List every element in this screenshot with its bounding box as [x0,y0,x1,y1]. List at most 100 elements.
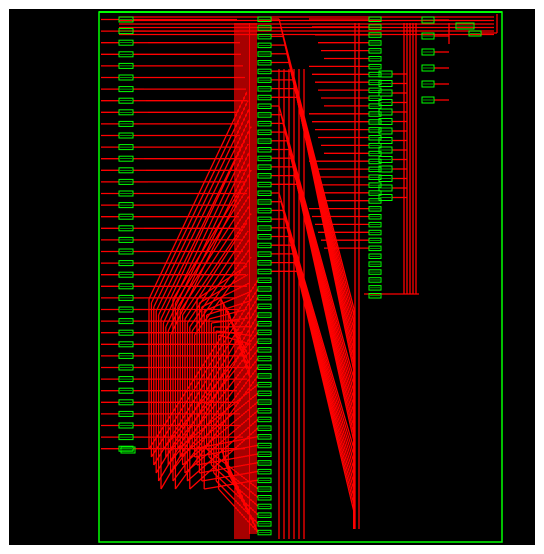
output-cell[interactable] [455,22,475,30]
input-port-cell[interactable] [118,167,134,174]
gate-cell[interactable] [257,242,272,249]
gate-cell[interactable] [257,268,272,275]
gate-cell[interactable] [257,216,272,223]
gate-cell[interactable] [257,60,272,66]
gate-cell[interactable] [257,33,272,40]
gate-cell[interactable] [257,103,272,109]
input-port-cell[interactable] [118,387,134,394]
gate-cell[interactable] [257,181,272,188]
input-port-cell[interactable] [118,294,134,301]
input-port-cell[interactable] [118,28,134,35]
gate-cell[interactable] [368,253,382,259]
gate-cell[interactable] [368,214,382,220]
gate-cell[interactable] [257,234,272,240]
gate-cell[interactable] [368,119,382,125]
gate-cell[interactable] [257,338,272,344]
gate-cell[interactable] [257,25,272,31]
gate-cell[interactable] [257,434,272,440]
output-cell[interactable] [120,446,136,454]
gate-cell[interactable] [368,206,382,212]
gate-cell[interactable] [257,251,272,257]
gate-cell[interactable] [257,138,272,144]
schematic-diagram[interactable] [9,9,535,545]
gate-cell[interactable] [257,94,272,101]
input-port-cell[interactable] [118,364,134,371]
gate-cell[interactable] [368,103,382,109]
gate-cell[interactable] [257,329,272,336]
gate-cell[interactable] [368,285,382,291]
input-port-cell[interactable] [118,271,134,278]
gate-cell[interactable] [368,79,382,86]
input-port-cell[interactable] [118,445,134,452]
input-port-cell[interactable] [118,376,134,383]
gate-cell[interactable] [257,147,272,153]
input-port-cell[interactable] [118,260,134,267]
gate-cell[interactable] [378,89,393,97]
gate-cell[interactable] [257,486,272,492]
input-port-cell[interactable] [118,318,134,325]
gate-cell[interactable] [368,127,382,133]
gate-cell[interactable] [257,199,272,205]
input-port-cell[interactable] [118,434,134,441]
gate-cell[interactable] [368,63,382,70]
gate-cell[interactable] [257,77,272,83]
gate-cell[interactable] [257,521,272,527]
input-port-cell[interactable] [118,399,134,406]
input-port-cell[interactable] [118,86,134,93]
input-port-cell[interactable] [118,236,134,243]
gate-cell[interactable] [257,468,272,475]
gate-cell[interactable] [368,142,382,149]
gate-cell[interactable] [257,408,272,414]
gate-cell[interactable] [368,229,382,236]
gate-cell[interactable] [257,207,272,214]
input-port-cell[interactable] [118,341,134,348]
gate-cell[interactable] [368,48,382,54]
gate-cell[interactable] [257,529,272,536]
output-cell[interactable] [421,48,435,56]
gate-cell[interactable] [257,173,272,179]
input-port-cell[interactable] [118,120,134,127]
gate-cell[interactable] [257,347,272,353]
gate-cell[interactable] [368,56,382,62]
input-port-cell[interactable] [118,248,134,255]
gate-cell[interactable] [257,355,272,362]
input-port-cell[interactable] [118,109,134,116]
gate-cell[interactable] [257,390,272,397]
gate-cell[interactable] [257,225,272,231]
input-port-cell[interactable] [118,74,134,81]
gate-cell[interactable] [257,260,272,266]
input-port-cell[interactable] [118,306,134,313]
gate-cell[interactable] [368,40,382,46]
input-port-cell[interactable] [118,213,134,220]
gate-cell[interactable] [257,495,272,501]
input-port-cell[interactable] [118,352,134,359]
gate-cell[interactable] [368,95,382,101]
gate-cell[interactable] [257,451,272,457]
gate-cell[interactable] [257,294,272,301]
gate-cell[interactable] [378,194,393,201]
gate-cell[interactable] [368,166,382,173]
gate-cell[interactable] [257,503,272,510]
gate-cell[interactable] [378,156,393,163]
gate-cell[interactable] [378,118,393,125]
gate-cell[interactable] [368,269,382,275]
gate-cell[interactable] [257,364,272,370]
gate-cell[interactable] [368,293,382,299]
output-cell[interactable] [421,80,435,88]
gate-cell[interactable] [378,108,393,116]
input-port-cell[interactable] [118,178,134,185]
input-port-cell[interactable] [118,144,134,151]
gate-cell[interactable] [368,237,382,244]
input-port-cell[interactable] [118,16,134,23]
input-port-cell[interactable] [118,202,134,209]
input-port-cell[interactable] [118,225,134,232]
gate-cell[interactable] [368,158,382,165]
gate-cell[interactable] [257,442,272,449]
gate-cell[interactable] [378,137,393,144]
gate-cell[interactable] [257,312,272,318]
gate-cell[interactable] [368,277,382,283]
gate-cell[interactable] [368,245,382,252]
gate-cell[interactable] [257,373,272,379]
input-port-cell[interactable] [118,132,134,139]
input-port-cell[interactable] [118,62,134,69]
